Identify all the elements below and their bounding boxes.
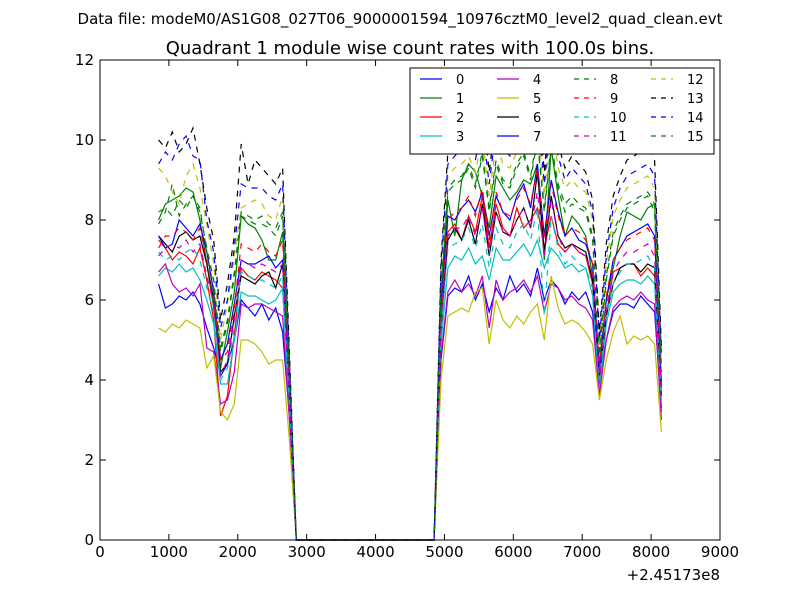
y-tick-label: 12 (75, 51, 94, 69)
legend-label-3: 3 (456, 130, 464, 145)
legend-label-15: 15 (687, 130, 704, 145)
legend-label-14: 14 (687, 111, 704, 126)
legend-box (409, 67, 715, 155)
legend-label-6: 6 (533, 111, 541, 126)
legend-label-11: 11 (610, 130, 627, 145)
legend-label-13: 13 (687, 92, 704, 107)
legend-label-8: 8 (610, 73, 618, 88)
x-tick-label: 9000 (701, 543, 739, 561)
legend-label-10: 10 (610, 111, 627, 126)
series-line-7 (158, 163, 662, 541)
series-line-11 (158, 191, 662, 541)
series-lines (158, 87, 662, 541)
y-tick-label: 10 (75, 131, 94, 149)
legend-label-4: 4 (533, 73, 541, 88)
series-line-6 (158, 171, 662, 541)
series-line-9 (158, 167, 662, 541)
series-line-3 (158, 238, 662, 541)
x-tick-label: 2000 (219, 543, 257, 561)
series-line-13 (158, 87, 662, 541)
x-tick-label: 7000 (563, 543, 601, 561)
legend-label-5: 5 (533, 92, 541, 107)
y-tick-label: 4 (84, 371, 94, 389)
y-tick-label: 0 (84, 531, 94, 549)
chart-title: Quadrant 1 module wise count rates with … (166, 38, 655, 59)
legend-label-2: 2 (456, 111, 464, 126)
series-line-8 (158, 139, 662, 541)
data-file-suptitle: Data file: modeM0/AS1G08_027T06_90000015… (78, 10, 723, 29)
legend-label-9: 9 (610, 92, 618, 107)
x-tick-label: 4000 (356, 543, 394, 561)
x-tick-label: 8000 (632, 543, 670, 561)
x-axis: 0 1000 2000 3000 4000 5000 6000 7000 8000 9000 (95, 60, 739, 561)
legend-label-0: 0 (456, 73, 464, 88)
x-tick-label: 0 (95, 543, 105, 561)
series-line-2 (158, 195, 662, 541)
y-tick-label: 8 (84, 211, 94, 229)
x-tick-label: 3000 (288, 543, 326, 561)
y-tick-label: 6 (84, 291, 94, 309)
x-tick-label: 1000 (150, 543, 188, 561)
legend-label-7: 7 (533, 130, 541, 145)
legend-label-1: 1 (456, 92, 464, 107)
x-tick-label: 6000 (494, 543, 532, 561)
y-tick-label: 2 (84, 451, 94, 469)
x-axis-offset-label: +2.45173e8 (627, 566, 720, 584)
legend-label-12: 12 (687, 73, 704, 88)
x-tick-label: 5000 (425, 543, 463, 561)
